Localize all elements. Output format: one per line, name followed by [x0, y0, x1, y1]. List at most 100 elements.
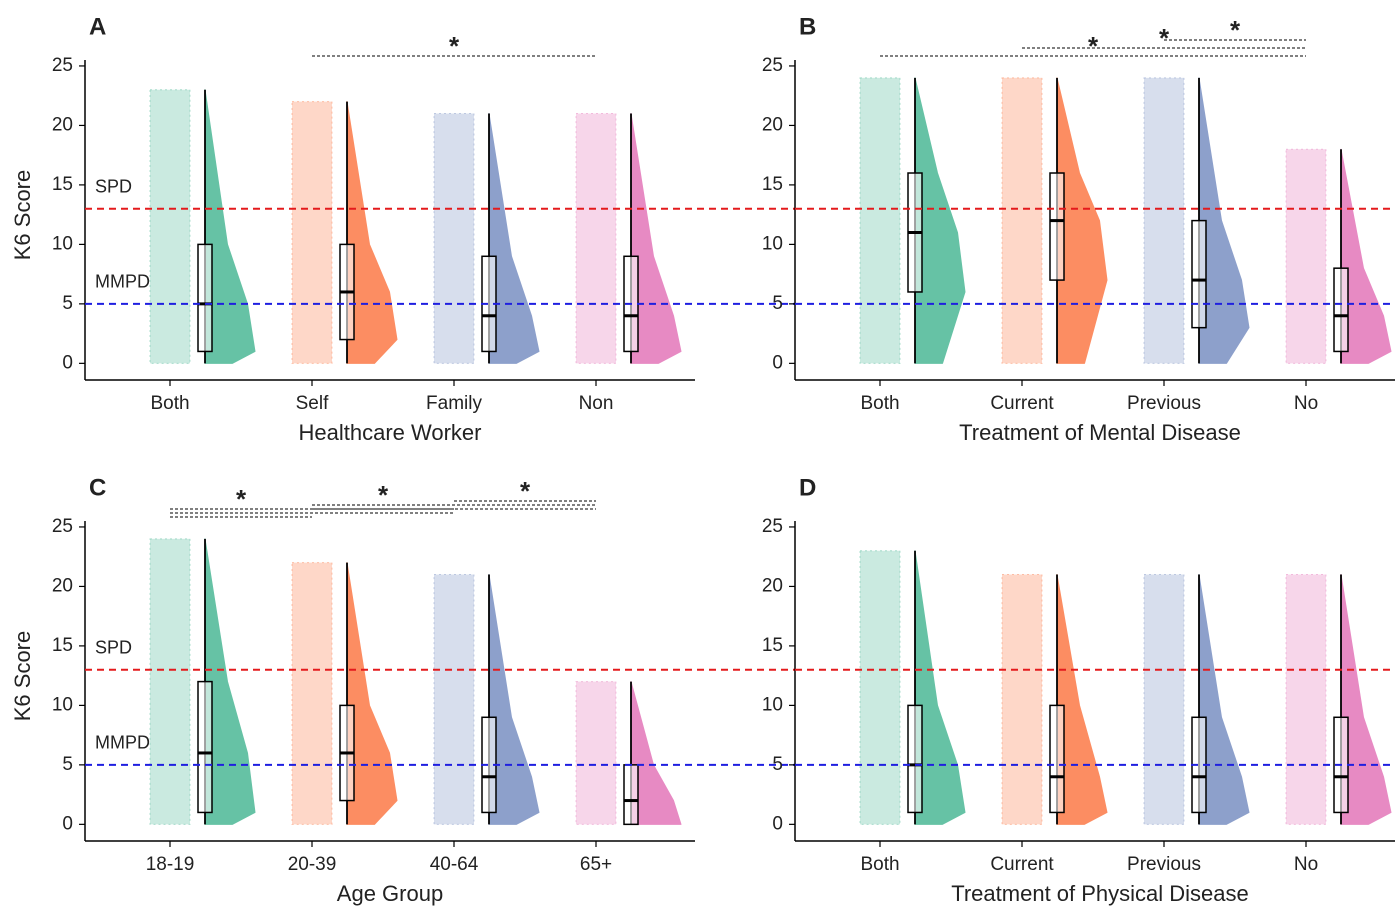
y-tick-label: 5: [62, 754, 73, 775]
point-cloud: [859, 77, 901, 364]
y-tick-label: 25: [762, 55, 783, 76]
box: [197, 243, 213, 353]
panel-letter: A: [89, 13, 106, 40]
y-tick-label: 15: [52, 635, 73, 656]
density: [204, 89, 256, 364]
point-cloud: [859, 550, 901, 825]
y-tick-label: 5: [772, 754, 783, 775]
x-tick-label: Family: [426, 393, 482, 414]
y-axis-label: K6 Score: [10, 631, 35, 722]
point-cloud: [433, 574, 475, 825]
reference-label: MMPD: [95, 733, 150, 753]
x-tick-label: Both: [860, 854, 899, 875]
point-cloud: [575, 113, 617, 364]
y-tick-label: 10: [52, 694, 73, 715]
x-tick-label: Self: [296, 393, 329, 414]
x-tick-label: Previous: [1127, 854, 1201, 875]
y-tick-label: 0: [62, 352, 73, 373]
density: [1340, 574, 1392, 825]
point-cloud: [149, 538, 191, 825]
x-axis-label: Age Group: [337, 881, 443, 906]
point-cloud: [1285, 574, 1327, 825]
y-tick-label: 20: [762, 575, 783, 596]
density: [488, 113, 540, 364]
density: [346, 101, 398, 364]
point-cloud: [433, 113, 475, 364]
density: [630, 113, 682, 364]
box: [1049, 172, 1065, 281]
point-cloud: [1143, 574, 1185, 825]
x-tick-label: No: [1294, 393, 1318, 414]
density: [488, 574, 540, 825]
significance-star: *: [236, 484, 247, 514]
y-tick-label: 25: [762, 516, 783, 537]
significance-star: *: [1159, 23, 1170, 53]
y-tick-label: 15: [762, 174, 783, 195]
x-tick-label: 18-19: [146, 854, 195, 875]
y-axis-label: K6 Score: [10, 170, 35, 261]
point-cloud: [149, 89, 191, 364]
point-cloud: [1285, 148, 1327, 364]
density: [204, 538, 256, 825]
y-tick-label: 20: [762, 114, 783, 135]
x-tick-label: 40-64: [430, 854, 479, 875]
y-tick-label: 25: [52, 55, 73, 76]
point-cloud: [575, 681, 617, 825]
reference-label: MMPD: [95, 272, 150, 292]
box: [907, 704, 923, 814]
density: [1340, 148, 1392, 364]
y-tick-label: 20: [52, 575, 73, 596]
point-cloud: [1001, 77, 1043, 364]
y-tick-label: 5: [62, 293, 73, 314]
density: [1198, 77, 1250, 364]
density: [914, 550, 966, 825]
significance-star: *: [1088, 31, 1099, 61]
x-tick-label: 65+: [580, 854, 612, 875]
point-cloud: [291, 562, 333, 825]
y-tick-label: 10: [762, 694, 783, 715]
point-cloud: [1001, 574, 1043, 825]
y-tick-label: 15: [762, 635, 783, 656]
density: [1056, 77, 1108, 364]
x-tick-label: Previous: [1127, 393, 1201, 414]
panel-letter: C: [89, 474, 106, 501]
density: [1056, 574, 1108, 825]
significance-star: *: [1230, 15, 1241, 45]
y-tick-label: 20: [52, 114, 73, 135]
density: [914, 77, 966, 364]
reference-label: SPD: [95, 176, 132, 196]
y-tick-label: 15: [52, 174, 73, 195]
x-tick-label: Current: [990, 393, 1054, 414]
x-axis-label: Healthcare Worker: [299, 420, 482, 445]
box: [197, 680, 213, 814]
reference-label: SPD: [95, 637, 132, 657]
y-tick-label: 10: [762, 233, 783, 254]
x-tick-label: 20-39: [288, 854, 337, 875]
x-tick-label: Both: [150, 393, 189, 414]
y-tick-label: 10: [52, 233, 73, 254]
density: [346, 562, 398, 825]
panel-letter: B: [799, 13, 816, 40]
significance-star: *: [449, 31, 460, 61]
box: [623, 764, 639, 826]
x-axis-label: Treatment of Mental Disease: [959, 420, 1241, 445]
significance-star: *: [520, 476, 531, 506]
y-tick-label: 0: [62, 813, 73, 834]
y-tick-label: 0: [772, 813, 783, 834]
x-tick-label: Non: [579, 393, 614, 414]
point-cloud: [291, 101, 333, 364]
panel-letter: D: [799, 474, 816, 501]
y-tick-label: 0: [772, 352, 783, 373]
box: [1049, 704, 1065, 814]
x-tick-label: Both: [860, 393, 899, 414]
x-tick-label: No: [1294, 854, 1318, 875]
y-tick-label: 5: [772, 293, 783, 314]
significance-star: *: [378, 480, 389, 510]
density: [1198, 574, 1250, 825]
x-axis-label: Treatment of Physical Disease: [951, 881, 1249, 906]
point-cloud: [1143, 77, 1185, 364]
x-tick-label: Current: [990, 854, 1054, 875]
y-tick-label: 25: [52, 516, 73, 537]
